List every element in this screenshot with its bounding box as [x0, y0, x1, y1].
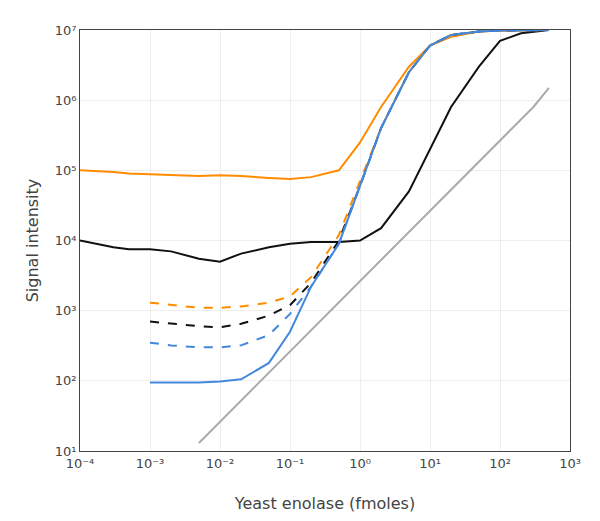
svg-text:10⁶: 10⁶ — [55, 93, 77, 108]
svg-text:10²: 10² — [55, 373, 77, 388]
svg-text:10⁰: 10⁰ — [349, 456, 371, 471]
svg-text:Signal intensity: Signal intensity — [23, 179, 42, 303]
svg-text:10⁻³: 10⁻³ — [136, 456, 165, 471]
svg-text:10⁻¹: 10⁻¹ — [276, 456, 305, 471]
svg-text:10¹: 10¹ — [419, 456, 441, 471]
svg-text:10⁵: 10⁵ — [55, 163, 77, 178]
svg-text:10⁻⁴: 10⁻⁴ — [66, 456, 95, 471]
svg-text:10⁻²: 10⁻² — [206, 456, 235, 471]
svg-text:10¹: 10¹ — [55, 444, 77, 459]
svg-text:10²: 10² — [489, 456, 511, 471]
svg-text:10⁷: 10⁷ — [55, 23, 77, 38]
svg-text:Yeast enolase (fmoles): Yeast enolase (fmoles) — [234, 494, 415, 513]
svg-text:10³: 10³ — [55, 303, 77, 318]
svg-text:10³: 10³ — [559, 456, 581, 471]
svg-text:10⁴: 10⁴ — [55, 233, 77, 248]
